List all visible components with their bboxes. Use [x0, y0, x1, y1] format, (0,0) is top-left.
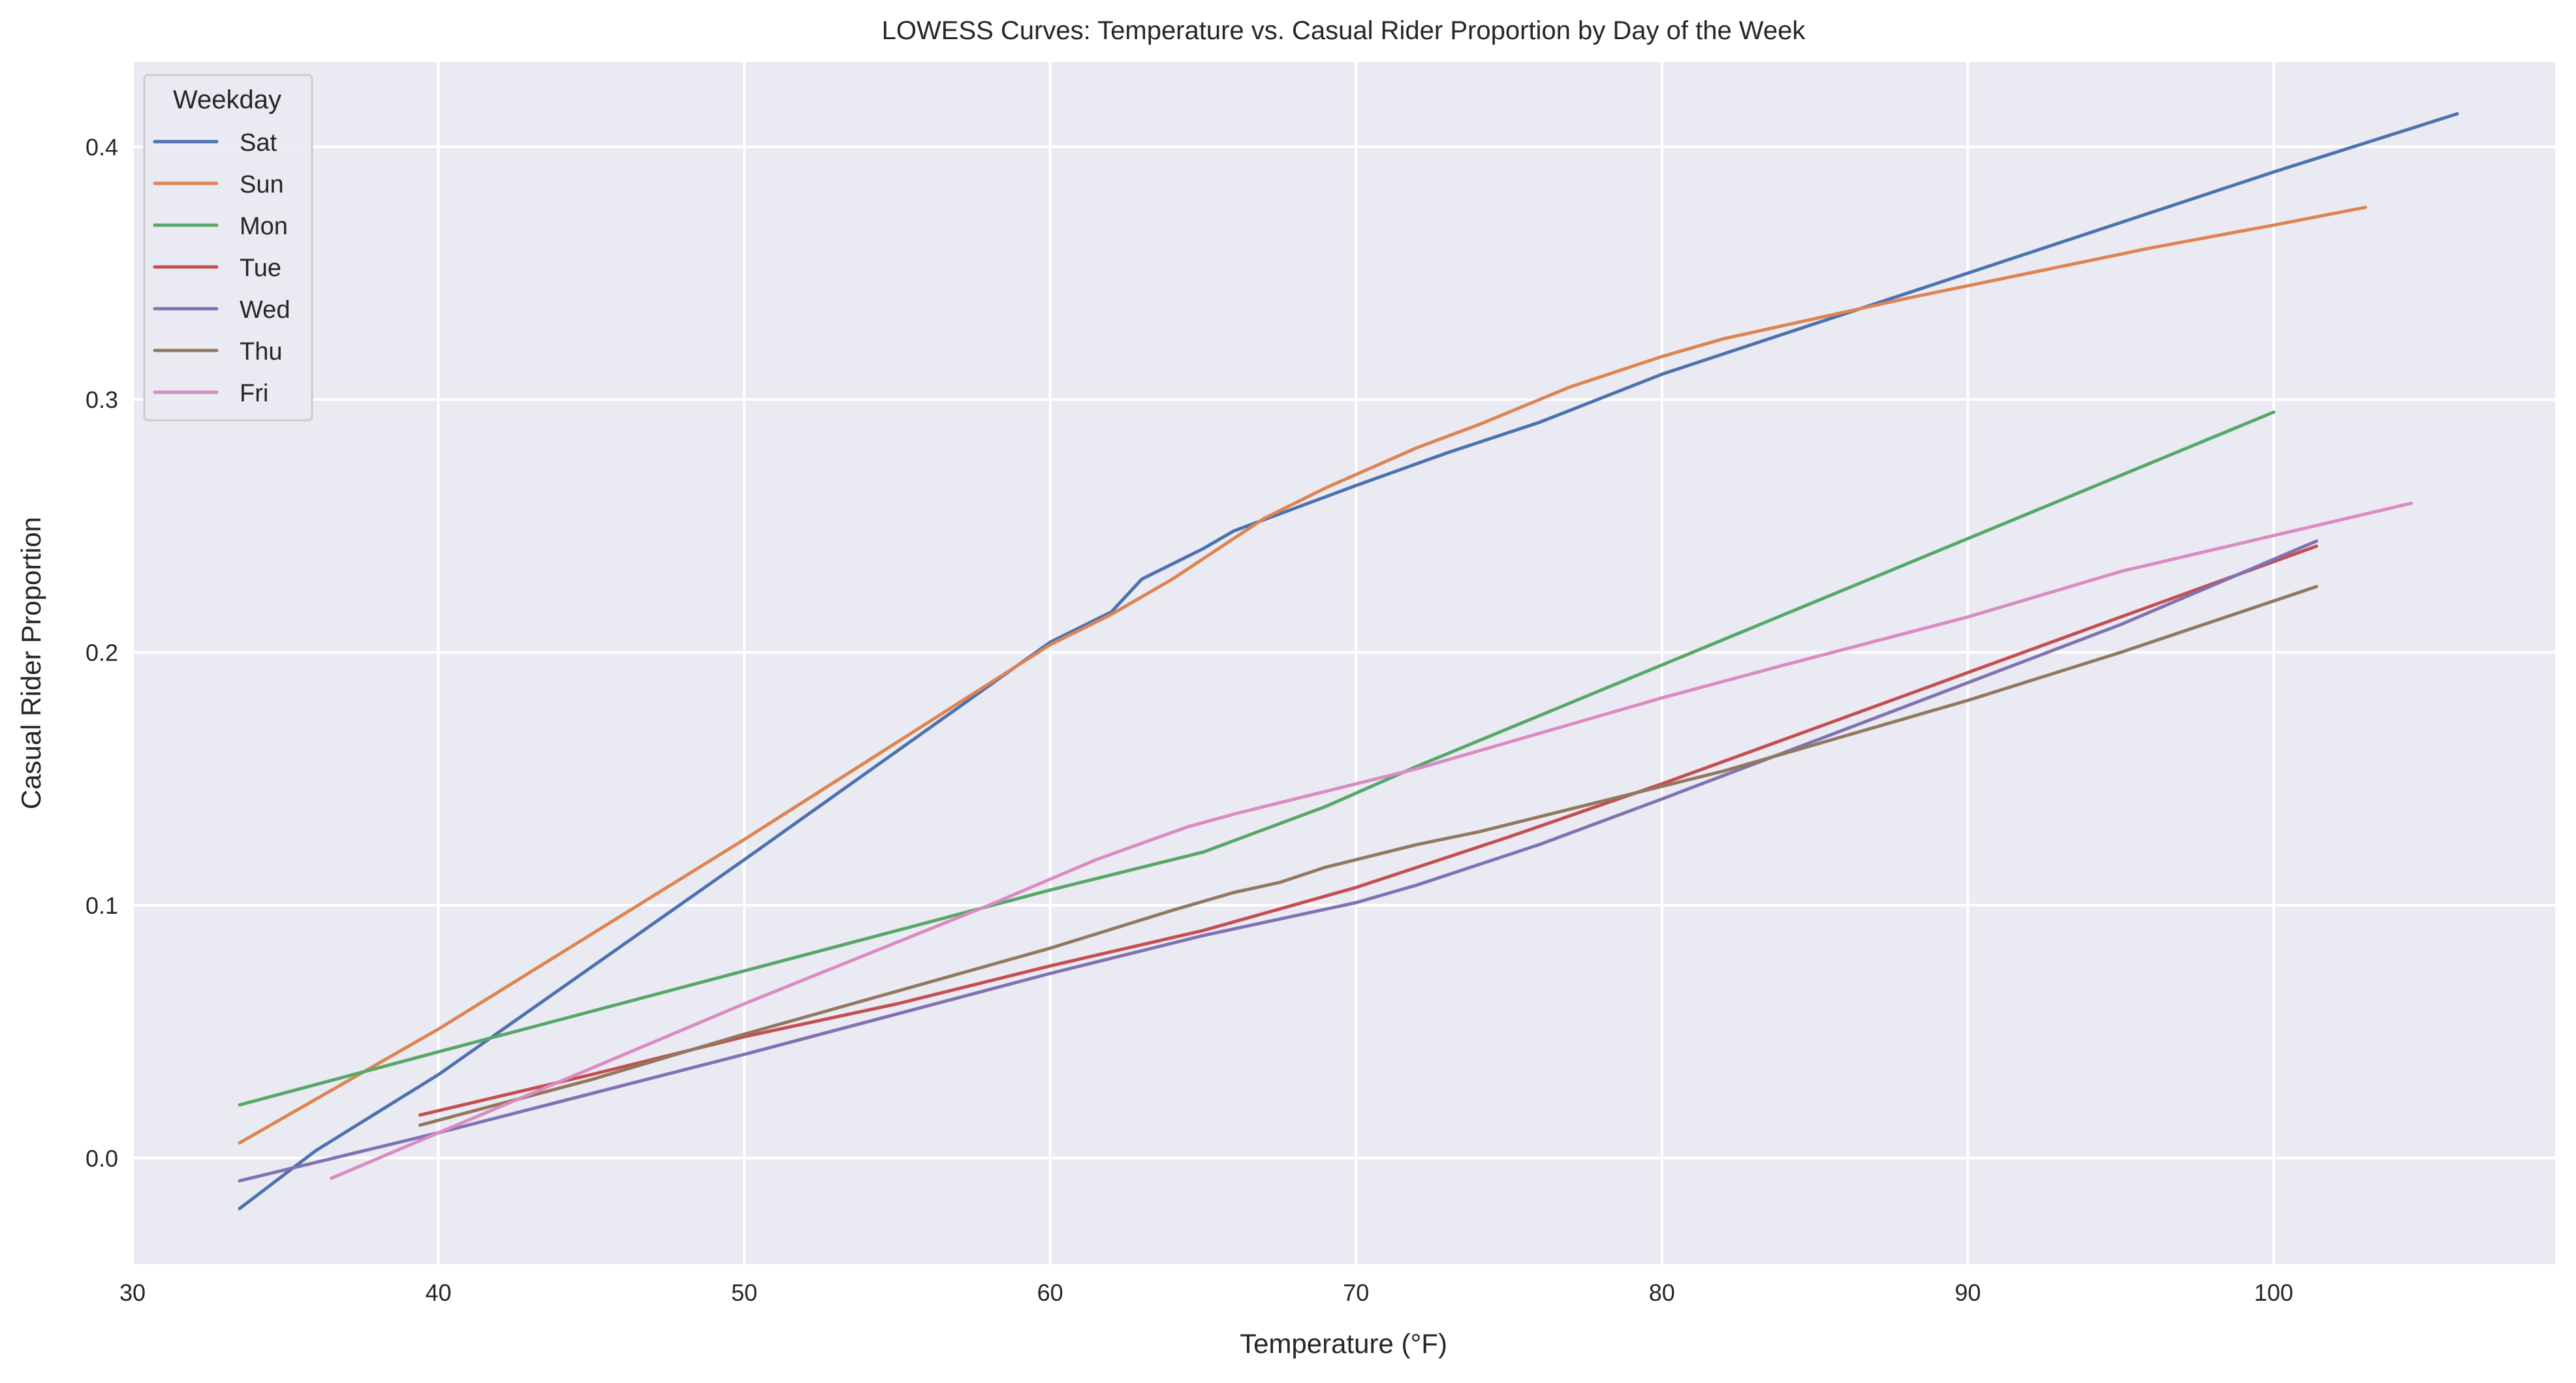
y-tick-label: 0.3 [86, 386, 118, 413]
y-tick-labels: 0.0 0.1 0.2 0.3 0.4 [86, 134, 118, 1172]
grid-lines [131, 62, 2555, 1264]
legend-box [143, 74, 313, 422]
x-tick-label: 30 [119, 1279, 146, 1306]
series-lines [238, 112, 2459, 1211]
x-tick-label: 50 [731, 1279, 757, 1306]
legend-title: Weekday [173, 85, 281, 114]
series-line-thu [418, 585, 2318, 1127]
series-line-tue [418, 544, 2318, 1117]
legend-label-mon: Mon [240, 213, 288, 240]
x-tick-labels: 30 40 50 60 70 80 90 100 [119, 1279, 2293, 1306]
series-line-fri [330, 501, 2413, 1180]
plot-area [133, 62, 2555, 1264]
legend-label-tue: Tue [240, 255, 281, 282]
y-axis-label: Casual Rider Proportion [16, 517, 46, 809]
y-tick-label: 0.0 [86, 1145, 118, 1172]
x-tick-label: 60 [1037, 1279, 1063, 1306]
y-tick-label: 0.2 [86, 640, 118, 666]
legend-label-sun: Sun [240, 171, 284, 198]
series-line-wed [238, 539, 2318, 1183]
y-tick-label: 0.4 [86, 134, 118, 161]
legend-label-thu: Thu [240, 338, 282, 365]
x-tick-label: 80 [1649, 1279, 1675, 1306]
series-line-sat [238, 112, 2459, 1211]
x-axis-label: Temperature (°F) [1240, 1328, 1447, 1359]
series-line-sun [238, 206, 2367, 1145]
series-line-mon [238, 411, 2276, 1107]
x-tick-label: 90 [1955, 1279, 1981, 1306]
legend-label-wed: Wed [240, 296, 290, 324]
legend: Weekday Sat Sun Mon Tue Wed Thu Fri [143, 74, 313, 422]
x-tick-label: 40 [426, 1279, 452, 1306]
y-tick-label: 0.1 [86, 892, 118, 919]
chart-title: LOWESS Curves: Temperature vs. Casual Ri… [882, 16, 1806, 45]
x-tick-label: 100 [2254, 1279, 2293, 1306]
legend-items: Sat Sun Mon Tue Wed Thu Fri [153, 129, 290, 407]
legend-label-fri: Fri [240, 380, 268, 407]
legend-label-sat: Sat [240, 129, 277, 157]
x-tick-label: 70 [1343, 1279, 1369, 1306]
